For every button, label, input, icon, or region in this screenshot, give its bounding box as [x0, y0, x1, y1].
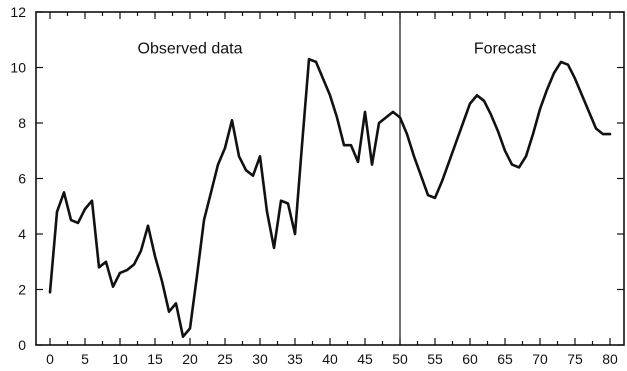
- plot-border: [35, 11, 625, 346]
- y-tick-label: 10: [10, 60, 26, 76]
- series-lines: [48, 57, 612, 339]
- x-tick-label: 40: [322, 351, 338, 367]
- x-tick-label: 50: [392, 351, 408, 367]
- x-tick-label: 10: [112, 351, 128, 367]
- x-tick-label: 15: [147, 351, 163, 367]
- region-label: Observed data: [138, 41, 243, 58]
- x-tick-label: 55: [427, 351, 443, 367]
- x-tick-label: 35: [287, 351, 303, 367]
- x-tick-label: 60: [462, 351, 478, 367]
- y-tick-label: 8: [18, 115, 26, 131]
- x-tick-label: 80: [602, 351, 618, 367]
- x-tick-label: 25: [217, 351, 233, 367]
- plot-frame: [35, 11, 625, 346]
- series-line: [48, 57, 612, 339]
- x-tick-label: 75: [567, 351, 583, 367]
- y-tick-label: 6: [18, 171, 26, 187]
- y-tick-label: 2: [18, 282, 26, 298]
- x-tick-label: 30: [252, 351, 268, 367]
- x-tick-label: 65: [497, 351, 513, 367]
- region-label: Forecast: [474, 41, 537, 58]
- region-labels: Observed data Forecast: [138, 41, 537, 58]
- axis-ticks: [36, 11, 624, 346]
- axis-tick-labels: 0 5 10 15 20 25 30 35 40 45 50 55 60 65 70 75 80 0 2 4 6 8 10 1…: [10, 4, 618, 367]
- y-tick-label: 0: [18, 337, 26, 353]
- x-tick-label: 0: [46, 351, 54, 367]
- x-tick-label: 20: [182, 351, 198, 367]
- y-tick-label: 4: [18, 226, 26, 242]
- x-tick-label: 45: [357, 351, 373, 367]
- x-tick-label: 70: [532, 351, 548, 367]
- y-tick-label: 12: [10, 4, 26, 20]
- x-tick-label: 5: [81, 351, 89, 367]
